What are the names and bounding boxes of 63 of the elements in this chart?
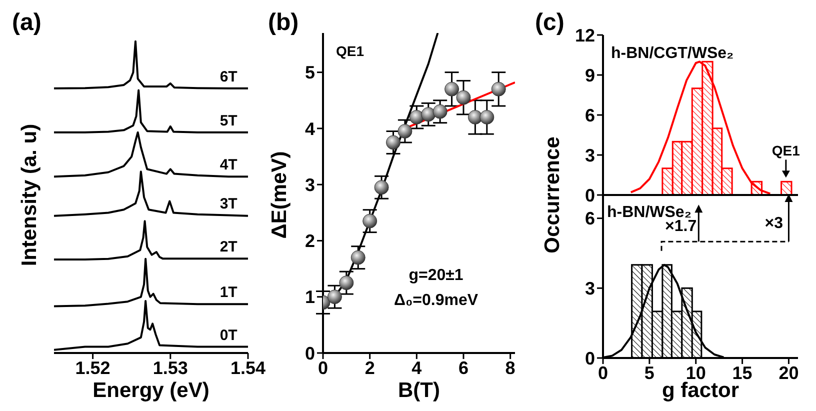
point xyxy=(374,180,389,195)
y-axis-title: Occurrence xyxy=(540,136,564,254)
x-tick-label: 1.52 xyxy=(75,358,110,378)
x-axis-title: Energy (eV) xyxy=(92,379,210,402)
annotation: QE1 xyxy=(772,142,800,159)
chart-title: (a) xyxy=(12,9,42,36)
annotation: ×1.7 xyxy=(665,218,697,235)
point xyxy=(409,110,424,124)
x-axis-title: B(T) xyxy=(398,379,440,402)
y-axis-title: Intensity (a. u) xyxy=(18,124,41,266)
y-tick-label: 12 xyxy=(574,25,595,46)
y-tick-label: 6 xyxy=(584,208,595,229)
y-tick-label: 3 xyxy=(304,174,315,195)
point xyxy=(456,90,471,105)
point xyxy=(350,250,366,265)
x-tick-label: 6 xyxy=(458,358,468,378)
point xyxy=(398,124,412,138)
x-tick-label: 20 xyxy=(778,362,799,383)
x-tick-label: 0 xyxy=(318,358,328,378)
annotation: g=20±1 xyxy=(408,267,464,284)
x-tick-label: 2 xyxy=(364,358,375,378)
y-tick-label: 9 xyxy=(584,65,595,86)
series-label: 0T xyxy=(220,326,238,344)
y-tick-label: 0 xyxy=(304,343,315,364)
y-tick-label: 6 xyxy=(584,105,595,126)
point xyxy=(386,135,400,150)
x-tick-label: 1.53 xyxy=(152,358,188,378)
annotation: QE1 xyxy=(336,43,364,59)
x-tick-label: 4 xyxy=(412,358,422,378)
point xyxy=(480,110,494,124)
x-tick-label: 8 xyxy=(505,358,516,378)
y-tick-label: 0 xyxy=(584,185,595,206)
y-tick-label: 2 xyxy=(304,231,315,252)
annotation: ×3 xyxy=(764,215,784,232)
x-tick-label: 5 xyxy=(644,362,654,383)
point xyxy=(491,82,506,96)
annotation: h-BN/CGT/WSe₂ xyxy=(611,45,734,62)
point xyxy=(327,290,342,304)
series-label: 5T xyxy=(220,112,238,130)
series-label: 2T xyxy=(220,238,238,256)
y-tick-label: 1 xyxy=(304,287,315,308)
chart-title: (b) xyxy=(268,9,299,36)
point xyxy=(362,214,378,228)
annotation: h-BN/WSe₂ xyxy=(607,204,692,221)
point xyxy=(432,104,448,119)
line-series xyxy=(630,60,772,195)
y-tick-label: 3 xyxy=(584,145,595,166)
series-label: 3T xyxy=(220,195,238,212)
y-tick-label: 4 xyxy=(304,118,315,139)
point xyxy=(444,82,460,96)
annotation: Δ₀=0.9meV xyxy=(394,292,478,309)
point xyxy=(339,276,354,290)
x-tick-label: 0 xyxy=(598,362,608,383)
y-axis-title: ΔE(meV) xyxy=(268,151,291,239)
series-label: 1T xyxy=(220,284,238,302)
point xyxy=(421,107,436,122)
x-tick-label: 1.54 xyxy=(230,358,266,378)
series-label: 6T xyxy=(220,68,238,86)
chart-title: (c) xyxy=(535,9,564,36)
point xyxy=(468,110,482,124)
y-tick-label: 3 xyxy=(584,278,595,299)
series-label: 4T xyxy=(220,156,238,174)
y-tick-label: 5 xyxy=(304,62,315,83)
